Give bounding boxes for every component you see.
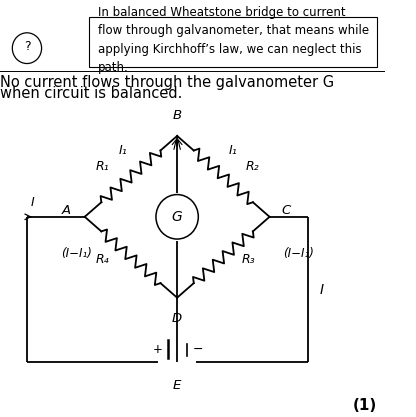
Text: No current flows through the galvanometer G: No current flows through the galvanomete…: [0, 75, 334, 90]
Text: R₂: R₂: [245, 160, 259, 173]
FancyBboxPatch shape: [89, 17, 377, 67]
Text: −: −: [193, 342, 203, 356]
Text: R₃: R₃: [242, 253, 255, 266]
Text: I: I: [319, 283, 324, 296]
Text: (I−I₁): (I−I₁): [283, 247, 314, 260]
Circle shape: [156, 195, 198, 239]
Text: +: +: [153, 342, 163, 356]
Text: G: G: [172, 210, 183, 224]
Text: (I−I₁): (I−I₁): [62, 247, 92, 260]
Text: ?: ?: [24, 40, 30, 53]
Text: C: C: [281, 204, 290, 217]
Text: I: I: [31, 196, 35, 209]
Text: B: B: [173, 109, 182, 122]
Text: when circuit is balanced.: when circuit is balanced.: [0, 86, 182, 101]
Text: D: D: [172, 312, 182, 325]
Text: R₁: R₁: [95, 160, 109, 173]
Text: R₄: R₄: [95, 253, 109, 266]
Text: A: A: [62, 204, 71, 217]
Text: (1): (1): [353, 398, 377, 413]
Text: I₁: I₁: [118, 143, 127, 156]
Text: E: E: [173, 379, 181, 392]
Text: In balanced Wheatstone bridge to current
flow through galvanometer, that means w: In balanced Wheatstone bridge to current…: [98, 5, 369, 74]
Text: I₁: I₁: [229, 143, 238, 156]
